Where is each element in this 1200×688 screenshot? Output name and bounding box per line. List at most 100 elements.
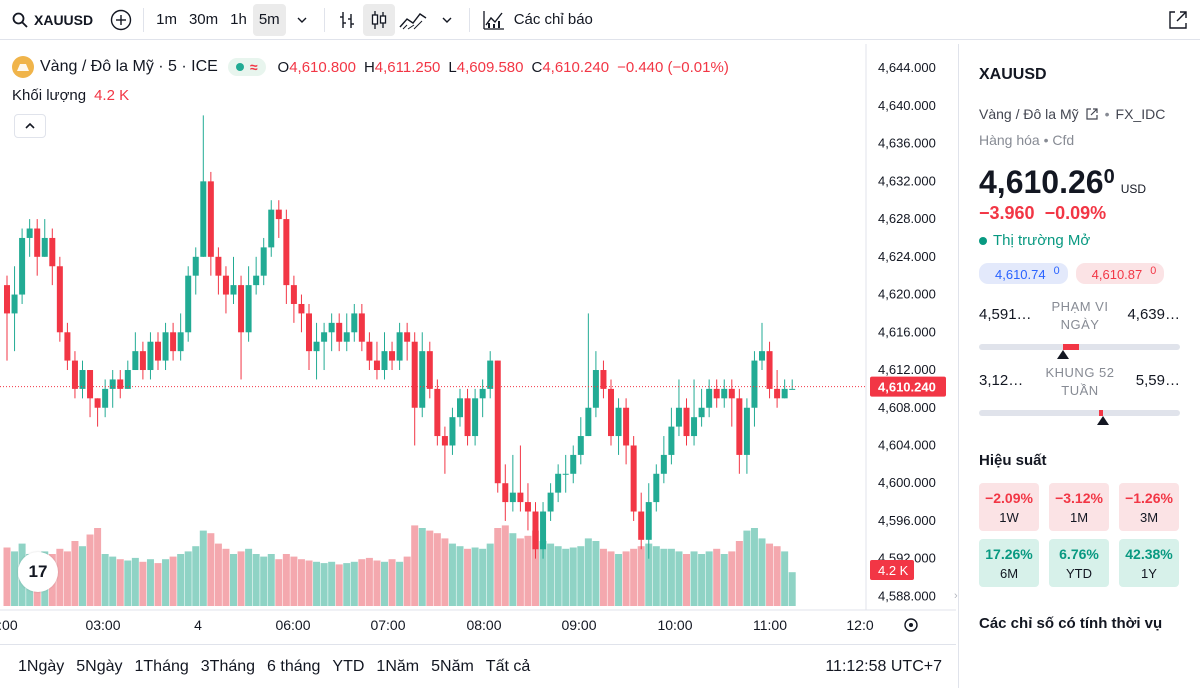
performance-cell-ytd[interactable]: 6.76% YTD [1049,539,1109,588]
market-status[interactable]: Thị trường Mở [979,232,1180,249]
year-range-fill [1099,410,1103,417]
details-symbol[interactable]: XAUUSD [979,66,1047,83]
volume-bar [607,551,615,606]
performance-cell-1w[interactable]: −2.09% 1W [979,483,1039,532]
axis-settings-icon[interactable] [904,618,918,632]
candle-body [464,398,471,437]
interval-5m[interactable]: 5m [252,3,286,36]
volume-bar [245,548,253,606]
volume-bar [86,534,94,606]
chart-type-dropdown[interactable] [431,4,463,36]
range-1m[interactable]: 1Tháng [134,657,189,675]
area-chart-type-button[interactable] [395,4,431,36]
candlestick-chart[interactable]: 4,644.000 4,640.000 4,636.000 4,632.000 4,62… [0,44,956,644]
interval-1h[interactable]: 1h [230,11,247,28]
fullscreen-button[interactable] [1162,4,1194,36]
candle-body [41,237,48,257]
range-6m[interactable]: 6 tháng [267,657,321,675]
performance-cell-1y[interactable]: 42.38% 1Y [1119,539,1179,588]
candle-body [381,351,388,371]
candle-body [638,511,645,540]
volume-bar [471,547,479,606]
volume-bar [728,551,736,606]
ohlc-values: O4,610.800 H4,611.250 L4,609.580 C4,610.… [277,58,729,76]
exchange-text[interactable]: FX_IDC [1115,106,1166,122]
performance-value: −3.12% [1055,489,1103,506]
volume-bar [177,554,185,606]
volume-bar [554,546,562,606]
compare-button[interactable] [105,4,137,36]
volume-bar [101,554,109,606]
volume-bar [230,554,237,606]
market-status-pill[interactable]: ≈ [227,58,266,76]
candle-body [653,473,660,503]
range-ytd[interactable]: YTD [332,657,365,675]
expand-icon [1169,11,1187,29]
candle-body [645,502,652,540]
volume-bar [592,541,600,606]
collapse-legend-button[interactable] [14,114,46,138]
volume-bar [630,548,638,606]
price-tick-label: 4,588.000 [878,588,936,603]
candle-body [487,360,494,389]
range-all[interactable]: Tất cả [485,657,531,675]
volume-bar [735,541,743,606]
gold-symbol-icon [12,56,34,78]
candle-body [71,360,78,389]
year-range: 3,12… KHUNG 52 TUẦN 5,59… [979,362,1180,426]
performance-grid: −2.09% 1W −3.12% 1M −1.26% 3M 17.26% 6M 6.76% YTD… [979,483,1180,588]
candle-body [56,266,63,333]
symbol-search[interactable]: XAUUSD [0,0,105,40]
axis-settings-icon-center [909,623,913,627]
tradingview-logo[interactable]: 17 [18,552,58,592]
range-5d[interactable]: 5Ngày [76,657,123,675]
volume-bar [773,546,781,606]
interval-1m[interactable]: 1m [156,11,177,28]
volume-bar [524,535,532,606]
candle-body [434,388,441,437]
indicators-button[interactable]: Các chỉ báo [476,4,599,36]
search-icon [12,12,28,28]
range-3m[interactable]: 3Tháng [200,657,256,675]
timezone-clock[interactable]: 11:12:58 UTC+7 [825,657,942,675]
candle-body [290,285,297,304]
price-tick-label: 4,620.000 [878,287,936,302]
side-panel-toggle[interactable]: › [954,590,958,602]
day-range-low: 4,591… [979,306,1032,324]
time-tick-label: 09:00 [561,617,596,633]
volume-bar [252,554,260,606]
performance-cell-1m[interactable]: −3.12% 1M [1049,483,1109,532]
volume-bar [758,538,766,606]
volume-bar [305,560,313,606]
interval-30m[interactable]: 30m [188,11,219,28]
candle-body [147,341,154,371]
candle-body [585,407,592,437]
performance-cell-6m[interactable]: 17.26% 6M [979,539,1039,588]
volume-bar [192,546,200,606]
performance-cell-3m[interactable]: −1.26% 3M [1119,483,1179,532]
candle-body [177,332,184,352]
range-1d[interactable]: 1Ngày [18,657,65,675]
volume-bar [411,525,419,606]
external-link-icon[interactable] [1085,107,1099,121]
interval-dropdown[interactable] [286,4,318,36]
range-5y[interactable]: 5Năm [431,657,474,675]
range-1y[interactable]: 1Năm [376,657,420,675]
volume-bar [766,543,774,606]
candle-body [298,303,305,314]
status-dot-icon [979,236,987,245]
seasonal-title[interactable]: Các chỉ số có tính thời vụ [979,615,1163,633]
candle-body [751,360,758,408]
candle-body [736,398,743,455]
candle-body [547,492,554,512]
volume-bar [660,548,668,606]
candle-chart-type-button[interactable] [362,3,395,36]
candle-body [64,332,71,361]
volume-bar [343,563,351,606]
bar-chart-type-button[interactable] [331,4,363,36]
chevron-up-icon [25,122,35,129]
description-text[interactable]: Vàng / Đô la Mỹ [979,106,1079,122]
candle-body [358,313,365,342]
chart-area[interactable]: 4,644.000 4,640.000 4,636.000 4,632.000 4,62… [0,44,956,644]
volume-bar [169,556,177,606]
